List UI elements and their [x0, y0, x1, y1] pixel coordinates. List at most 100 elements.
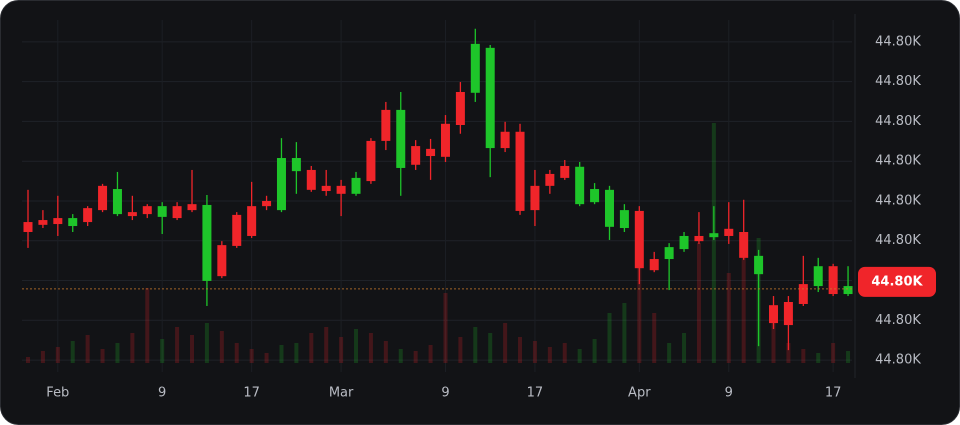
volume-bar: [398, 349, 403, 363]
x-tick-label: 17: [825, 386, 842, 401]
volume-bar: [130, 333, 135, 363]
candle-body: [440, 123, 450, 157]
volume-bar: [503, 323, 508, 363]
volume-bars: [26, 123, 851, 363]
y-tick-label: 44.80K: [875, 353, 921, 368]
volume-bar: [488, 333, 493, 363]
candle-body: [381, 109, 391, 141]
candle-body: [798, 284, 808, 304]
volume-bar: [682, 333, 687, 363]
volume-bar: [532, 341, 537, 363]
volume-bar: [100, 349, 105, 363]
y-tick-label: 44.80K: [875, 114, 921, 129]
candle-body: [619, 210, 629, 229]
candle-body: [530, 185, 540, 211]
volume-bar: [204, 323, 209, 363]
candle-body: [724, 228, 734, 236]
candle-body: [247, 206, 257, 236]
candle-body: [172, 206, 182, 219]
y-tick-label: 44.80K: [875, 154, 921, 169]
x-tick-label: 9: [441, 386, 449, 401]
candle-body: [843, 286, 853, 295]
volume-bar: [846, 351, 851, 363]
x-tick-label: 9: [158, 386, 166, 401]
candle-body: [262, 200, 272, 207]
candle-body: [127, 212, 137, 217]
candle-body: [351, 177, 361, 194]
candle-body: [545, 173, 555, 186]
candles: [22, 28, 853, 351]
candle-body: [649, 259, 659, 271]
candle-body: [142, 206, 152, 215]
candle-body: [276, 158, 286, 211]
y-tick-label: 44.80K: [875, 313, 921, 328]
x-tick-label: Apr: [628, 386, 651, 401]
y-tick-label: 44.80K: [875, 74, 921, 89]
volume-bar: [711, 123, 716, 363]
axis-labels: 44.80K 44.80K 44.80K 44.80K 44.80K 44.80K 44.8…: [46, 34, 936, 401]
volume-bar: [70, 341, 75, 363]
volume-bar: [428, 345, 433, 363]
candle-body: [426, 148, 436, 157]
candle-body: [694, 235, 704, 242]
candle-body: [828, 266, 838, 295]
candle-body: [485, 47, 495, 149]
volume-bar: [652, 313, 657, 363]
volume-bar: [190, 335, 195, 363]
volume-bar: [160, 339, 165, 363]
volume-bar: [667, 343, 672, 363]
x-tick-label: 17: [243, 386, 260, 401]
volume-bar: [354, 329, 359, 363]
candle-body: [500, 131, 510, 149]
volume-bar: [443, 293, 448, 363]
candle-body: [813, 266, 823, 287]
x-tick-label: 17: [527, 386, 544, 401]
candle-body: [157, 206, 167, 217]
volume-bar: [801, 349, 806, 363]
volume-bar: [85, 335, 90, 363]
volume-bar: [741, 253, 746, 363]
volume-bar: [458, 337, 463, 363]
candle-body: [83, 208, 93, 223]
volume-bar: [816, 353, 821, 363]
candle-body: [232, 214, 242, 246]
volume-bar: [339, 337, 344, 363]
candle-body: [709, 233, 719, 238]
candle-body: [38, 220, 48, 225]
volume-bar: [249, 349, 254, 363]
volume-bar: [264, 353, 269, 363]
volume-bar: [55, 347, 60, 363]
candle-body: [634, 210, 644, 269]
volume-bar: [831, 343, 836, 363]
candle-body: [23, 222, 33, 232]
volume-bar: [547, 347, 552, 363]
candle-body: [202, 204, 212, 281]
volume-bar: [145, 288, 150, 363]
last-price-label: 44.80K: [871, 274, 923, 289]
volume-bar: [219, 331, 224, 363]
volume-bar: [383, 341, 388, 363]
x-tick-label: Feb: [46, 386, 69, 401]
volume-bar: [622, 303, 627, 363]
candle-body: [575, 166, 585, 205]
candle-body: [411, 146, 421, 165]
volume-bar: [518, 337, 523, 363]
volume-bar: [40, 351, 45, 363]
candle-body: [112, 189, 122, 215]
candle-body: [515, 131, 525, 211]
candle-body: [604, 189, 614, 227]
candle-body: [739, 231, 749, 258]
volume-bar: [115, 343, 120, 363]
last-price-badge: [858, 266, 936, 297]
volume-bar: [562, 343, 567, 363]
candle-body: [68, 218, 78, 227]
candle-body: [679, 235, 689, 250]
candle-body: [470, 43, 480, 93]
volume-bar: [473, 327, 478, 363]
candle-body: [664, 247, 674, 260]
y-tick-label: 44.80K: [875, 34, 921, 49]
volume-bar: [279, 345, 284, 363]
candle-body: [769, 305, 778, 324]
x-tick-label: Mar: [329, 386, 354, 401]
candle-body: [217, 245, 227, 277]
